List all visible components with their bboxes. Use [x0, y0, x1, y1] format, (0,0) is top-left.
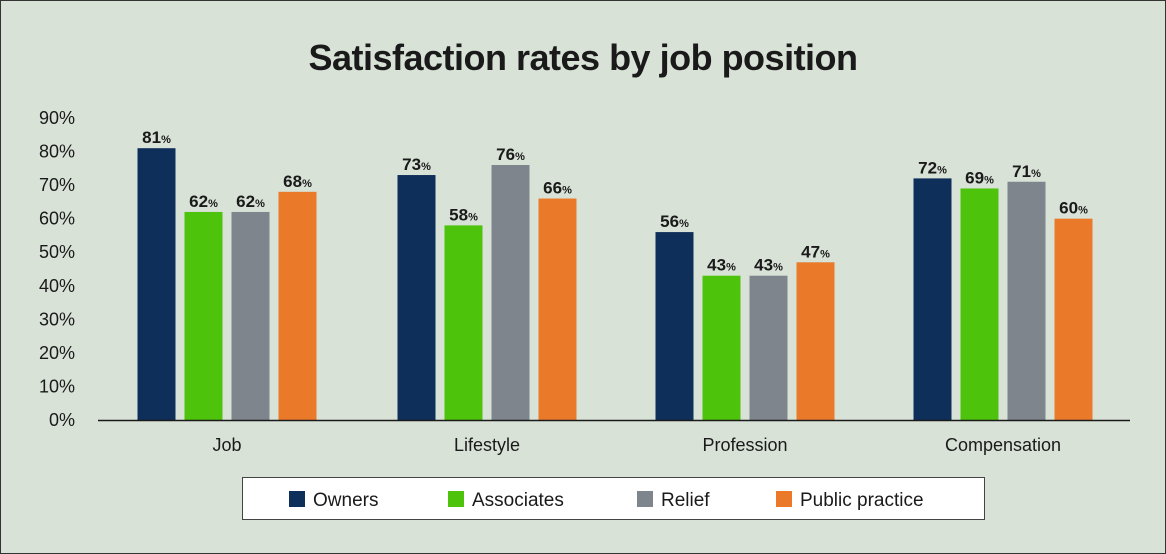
- x-axis: Job Lifestyle Profession Compensation: [98, 419, 1130, 455]
- legend-box: [242, 477, 985, 520]
- bar-associates-compensation: [960, 188, 999, 420]
- legend-label: Owners: [313, 490, 378, 511]
- legend-swatch-owners: [289, 491, 305, 507]
- bar-relief-job: [231, 211, 270, 420]
- y-tick-label: 20%: [39, 343, 75, 363]
- data-label: 68%: [283, 172, 312, 191]
- y-tick-label: 10%: [39, 376, 75, 396]
- bar-associates-lifestyle: [444, 225, 483, 420]
- data-label: 73%: [402, 155, 431, 174]
- legend: Owners Associates Relief Public practice: [242, 477, 985, 520]
- y-tick-label: 50%: [39, 242, 75, 262]
- legend-swatch-relief: [637, 491, 653, 507]
- data-label: 62%: [189, 192, 218, 211]
- y-tick-label: 30%: [39, 309, 75, 329]
- data-label: 56%: [660, 212, 689, 231]
- bar-public-practice-job: [278, 191, 317, 420]
- chart-title: Satisfaction rates by job position: [308, 37, 857, 78]
- data-label: 60%: [1059, 199, 1088, 218]
- bar-owners-job: [137, 148, 176, 420]
- bar-public-practice-lifestyle: [538, 198, 577, 420]
- category-label: Job: [212, 435, 241, 455]
- data-label: 58%: [449, 205, 478, 224]
- bar-public-practice-profession: [796, 262, 835, 420]
- data-label: 81%: [142, 128, 171, 147]
- legend-label: Associates: [472, 490, 564, 511]
- legend-label: Relief: [661, 490, 710, 511]
- bar-associates-job: [184, 211, 223, 420]
- y-tick-label: 90%: [39, 108, 75, 128]
- y-tick-label: 80%: [39, 142, 75, 162]
- y-tick-label: 60%: [39, 209, 75, 229]
- bar-relief-lifestyle: [491, 164, 530, 420]
- y-tick-label: 70%: [39, 175, 75, 195]
- bar-owners-profession: [655, 232, 694, 420]
- y-tick-label: 0%: [49, 410, 75, 430]
- bar-public-practice-compensation: [1054, 218, 1093, 420]
- bar-relief-profession: [749, 275, 788, 420]
- bar-associates-profession: [702, 275, 741, 420]
- data-label: 71%: [1012, 162, 1041, 181]
- data-label: 66%: [543, 179, 572, 198]
- bars: [137, 148, 1093, 420]
- y-tick-label: 40%: [39, 276, 75, 296]
- legend-swatch-public-practice: [776, 491, 792, 507]
- legend-swatch-associates: [448, 491, 464, 507]
- data-label: 69%: [965, 168, 994, 187]
- category-label: Lifestyle: [454, 435, 520, 455]
- bar-relief-compensation: [1007, 181, 1046, 420]
- data-label: 43%: [707, 256, 736, 275]
- legend-label: Public practice: [800, 490, 924, 511]
- data-label: 76%: [496, 145, 525, 164]
- data-label: 43%: [754, 256, 783, 275]
- category-label: Compensation: [945, 435, 1061, 455]
- data-label: 62%: [236, 192, 265, 211]
- bar-owners-lifestyle: [397, 175, 436, 420]
- data-label: 47%: [801, 242, 830, 261]
- data-label: 72%: [918, 158, 947, 177]
- category-label: Profession: [702, 435, 787, 455]
- bar-owners-compensation: [913, 178, 952, 420]
- y-axis: 0% 10% 20% 30% 40% 50% 60% 70% 80% 90%: [39, 108, 75, 430]
